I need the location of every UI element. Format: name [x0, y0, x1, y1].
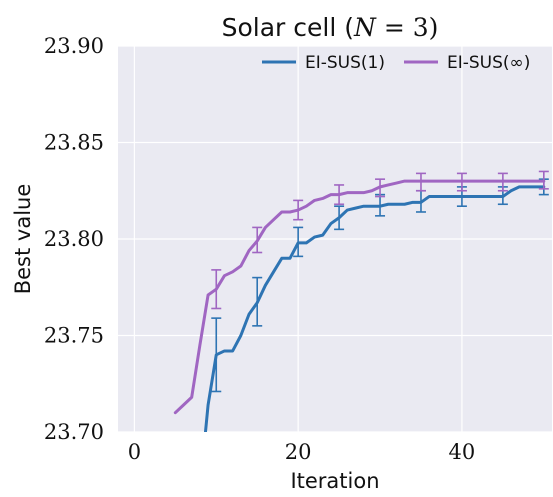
error-bar — [211, 269, 222, 310]
x-axis-label: Iteration — [290, 469, 379, 493]
series-ei-sus-1 — [203, 178, 549, 432]
x-tick-label: 0 — [128, 440, 141, 464]
chart-title: Solar cell (N = 3) — [222, 13, 439, 42]
error-bar — [293, 226, 304, 258]
x-tick-label: 20 — [285, 440, 312, 464]
y-tick-label: 23.85 — [44, 131, 104, 155]
series-line-ei-sus-inf — [173, 179, 546, 415]
error-bar — [497, 172, 508, 192]
y-tick-label: 23.70 — [44, 420, 104, 444]
x-axis-ticks: 0 20 40 — [128, 440, 476, 464]
y-tick-label: 23.75 — [44, 324, 104, 348]
legend: EI-SUS(1) EI-SUS(∞) — [262, 53, 530, 73]
y-tick-label: 23.90 — [44, 34, 104, 58]
y-axis-label: Best value — [11, 184, 35, 295]
chart-title-prefix: Solar cell ( — [222, 13, 354, 42]
error-bar — [375, 178, 386, 198]
error-bar — [538, 170, 549, 190]
error-bar — [211, 317, 222, 393]
chart-title-rest: = 3) — [376, 13, 439, 42]
error-bar — [415, 172, 426, 192]
error-bar — [252, 276, 263, 327]
y-axis-ticks: 23.70 23.75 23.80 23.85 23.90 — [44, 34, 104, 444]
series-layer — [173, 170, 549, 432]
error-bar — [334, 205, 345, 231]
x-tick-label: 40 — [449, 440, 476, 464]
error-bar — [293, 199, 304, 221]
legend-label-ei-sus-inf: EI-SUS(∞) — [447, 53, 530, 73]
legend-label-ei-sus-1: EI-SUS(1) — [305, 53, 385, 73]
error-bar — [252, 226, 263, 254]
chart-title-variable: N — [353, 13, 377, 42]
error-bar — [334, 184, 345, 206]
series-ei-sus-inf — [173, 170, 549, 415]
y-tick-label: 23.80 — [44, 227, 104, 251]
error-bar — [456, 172, 467, 192]
